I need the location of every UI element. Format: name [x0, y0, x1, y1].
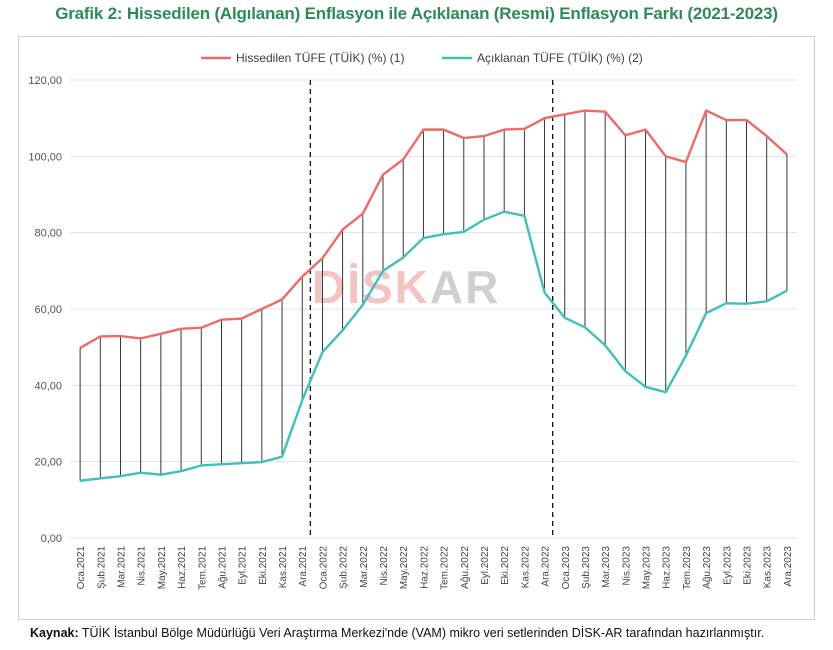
x-tick-label: Nis.2023 — [621, 546, 632, 586]
inflation-chart: DİSKAR 0,00 20,00 40,00 60,00 80,00 100,00 120… — [28, 51, 797, 590]
x-tick-label: Kas.2021 — [278, 546, 289, 589]
y-tick-label: 20,00 — [34, 457, 62, 469]
y-tick-label: 60,00 — [34, 304, 62, 316]
x-tick-label: Mar.2021 — [116, 546, 127, 588]
x-tick-label: Mar.2023 — [601, 546, 612, 588]
x-tick-label: Şub.2021 — [96, 546, 107, 589]
x-tick-label: May.2022 — [399, 546, 410, 590]
y-tick-label: 100,00 — [28, 151, 62, 163]
x-tick-label: Eki.2023 — [743, 546, 754, 585]
x-tick-label: May.2021 — [157, 546, 168, 590]
x-tick-label: May.2023 — [642, 546, 653, 590]
x-tick-label: Eyl.2022 — [480, 546, 491, 585]
y-tick-label: 0,00 — [41, 533, 62, 545]
x-tick-label: Eki.2021 — [258, 546, 269, 585]
series-line-official — [79, 210, 788, 482]
x-tick-label: Nis.2021 — [137, 546, 148, 586]
x-tick-label: Eyl.2021 — [238, 546, 249, 585]
watermark: DİSKAR — [312, 261, 500, 313]
x-tick-label: Haz.2023 — [662, 546, 673, 589]
x-tick-label: Haz.2022 — [419, 546, 430, 589]
source-label: Kaynak: — [30, 626, 79, 640]
source-text: TÜİK İstanbul Bölge Müdürlüğü Veri Araşt… — [81, 626, 765, 640]
x-tick-label: Ara.2023 — [783, 546, 794, 587]
x-tick-label: Oca.2022 — [318, 546, 329, 590]
x-tick-label: Oca.2021 — [76, 546, 87, 590]
x-tick-label: Mar.2022 — [359, 546, 370, 588]
x-tick-label: Haz.2021 — [177, 546, 188, 589]
watermark-ar: AR — [430, 261, 500, 313]
legend-label-official: Açıklanan TÜFE (TÜİK) (%) (2) — [477, 51, 643, 65]
x-tick-label: Şub.2023 — [581, 546, 592, 589]
x-tick-label: Ağu.2023 — [702, 546, 713, 589]
source-note: Kaynak: TÜİK İstanbul Bölge Müdürlüğü Ve… — [30, 626, 764, 640]
x-tick-label: Oca.2023 — [561, 546, 572, 590]
x-tick-label: Tem.2022 — [440, 546, 451, 590]
svg-text:DİSKAR: DİSKAR — [312, 261, 500, 313]
watermark-disk: DİSK — [312, 261, 430, 313]
x-tick-label: Kas.2022 — [520, 546, 531, 589]
x-tick-label: Şub.2022 — [339, 546, 350, 589]
x-tick-label: Eyl.2023 — [722, 546, 733, 585]
y-tick-label: 120,00 — [28, 75, 62, 87]
x-tick-label: Nis.2022 — [379, 546, 390, 586]
y-tick-label: 40,00 — [34, 380, 62, 392]
y-tick-label: 80,00 — [34, 228, 62, 240]
x-tick-label: Tem.2023 — [682, 546, 693, 590]
x-tick-label: Ara.2021 — [298, 546, 309, 587]
page-title: Grafik 2: Hissedilen (Algılanan) Enflasy… — [55, 4, 778, 23]
chart-frame — [18, 36, 815, 620]
legend-label-perceived: Hissedilen TÜFE (TÜİK) (%) (1) — [236, 51, 404, 65]
x-tick-label: Ara.2022 — [541, 546, 552, 587]
series-line-perceived — [79, 109, 788, 349]
x-tick-label: Tem.2021 — [197, 546, 208, 590]
x-tick-label: Kas.2023 — [763, 546, 774, 589]
x-tick-label: Ağu.2022 — [460, 546, 471, 589]
x-tick-label: Ağu.2021 — [217, 546, 228, 589]
x-tick-label: Eki.2022 — [500, 546, 511, 585]
